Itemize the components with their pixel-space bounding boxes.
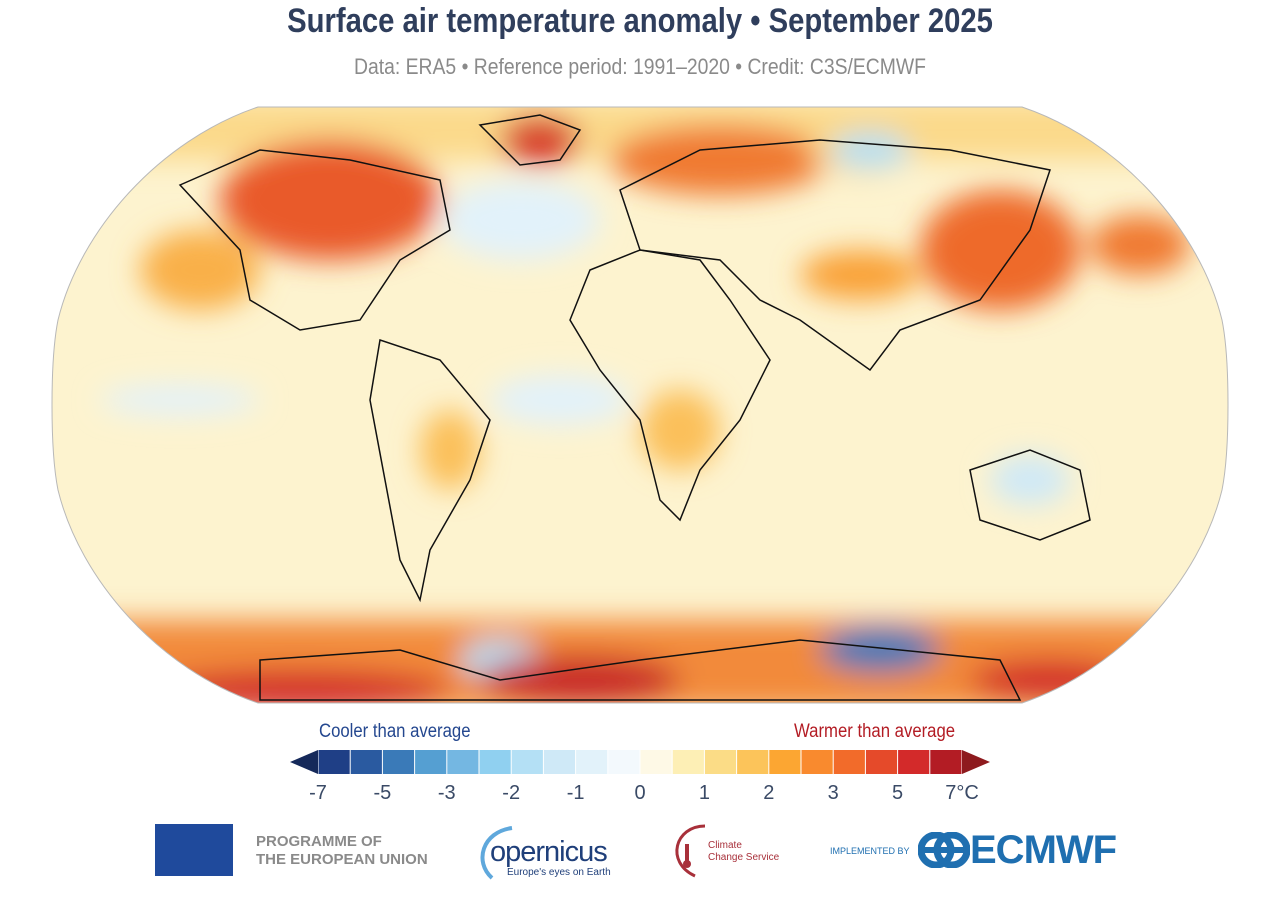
colorbar-swatch xyxy=(640,750,672,774)
colorbar-swatch xyxy=(608,750,640,774)
eu-programme-text: PROGRAMME OF THE EUROPEAN UNION xyxy=(256,833,428,869)
ecmwf-wordmark: ECMWF xyxy=(970,828,1117,872)
colorbar-swatch xyxy=(930,750,962,774)
cooler-label: Cooler than average xyxy=(319,721,471,742)
colorbar-swatch xyxy=(898,750,930,774)
c3s-logo xyxy=(675,824,706,878)
colorbar-swatch xyxy=(479,750,511,774)
copernicus-tagline: Europe's eyes on Earth xyxy=(507,867,611,878)
colorbar-swatch xyxy=(672,750,704,774)
colorbar-tick-label: -3 xyxy=(437,782,456,804)
colorbar-swatch xyxy=(543,750,576,774)
copernicus-logo xyxy=(480,826,513,880)
warmer-label: Warmer than average xyxy=(794,721,956,742)
colorbar-tick-label: -7 xyxy=(309,782,327,804)
colorbar-tick-label: 0 xyxy=(634,782,646,804)
colorbar-tick-label: -5 xyxy=(373,782,392,804)
colorbar-swatch xyxy=(865,750,898,774)
page-title: Surface air temperature anomaly • Septem… xyxy=(287,2,993,40)
colorbar-swatch xyxy=(350,750,382,774)
colorbar-ticks: -7 -5 -3 -2 -1 0 1 2 3 5 7°C xyxy=(0,782,1280,808)
copernicus-wordmark: opernicus xyxy=(490,836,608,868)
implemented-by-label: IMPLEMENTED BY xyxy=(830,846,910,856)
map-outline xyxy=(51,106,1229,704)
colorbar-swatch xyxy=(833,750,865,774)
colorbar-swatch xyxy=(415,750,447,774)
colorbar-swatch xyxy=(576,750,608,774)
anomaly-field xyxy=(52,107,1228,703)
colorbar xyxy=(290,750,990,774)
eu-line2: THE EUROPEAN UNION xyxy=(256,851,428,868)
ecmwf-symbol-icon xyxy=(918,832,970,868)
eu-line1: PROGRAMME OF xyxy=(256,833,382,850)
colorbar-swatch xyxy=(318,750,350,774)
colorbar-swatch xyxy=(447,750,479,774)
colorbar-swatch xyxy=(704,750,737,774)
coastlines xyxy=(178,114,1091,701)
colorbar-max-arrow xyxy=(962,750,990,774)
colorbar-min-arrow xyxy=(290,750,318,774)
colorbar-swatch xyxy=(769,750,801,774)
eu-flag-logo xyxy=(155,824,233,876)
colorbar-tick-label: 1 xyxy=(698,782,710,804)
c3s-line1: Climate xyxy=(708,840,742,851)
colorbar-swatch xyxy=(511,750,543,774)
c3s-line2: Change Service xyxy=(708,852,780,863)
colorbar-tick-label: 2 xyxy=(763,782,775,804)
colorbar-tick-label: 5 xyxy=(892,782,904,804)
colorbar-swatch xyxy=(801,750,833,774)
colorbar-tick-label: 7°C xyxy=(945,782,979,804)
page-subtitle: Data: ERA5 • Reference period: 1991–2020… xyxy=(353,54,927,79)
colorbar-tick-label: 3 xyxy=(827,782,839,804)
colorbar-swatch xyxy=(382,750,415,774)
colorbar-tick-label: -1 xyxy=(566,782,585,804)
c3s-text: Climate Change Service xyxy=(708,840,779,864)
colorbar-swatch xyxy=(737,750,769,774)
colorbar-tick-label: -2 xyxy=(502,782,521,804)
